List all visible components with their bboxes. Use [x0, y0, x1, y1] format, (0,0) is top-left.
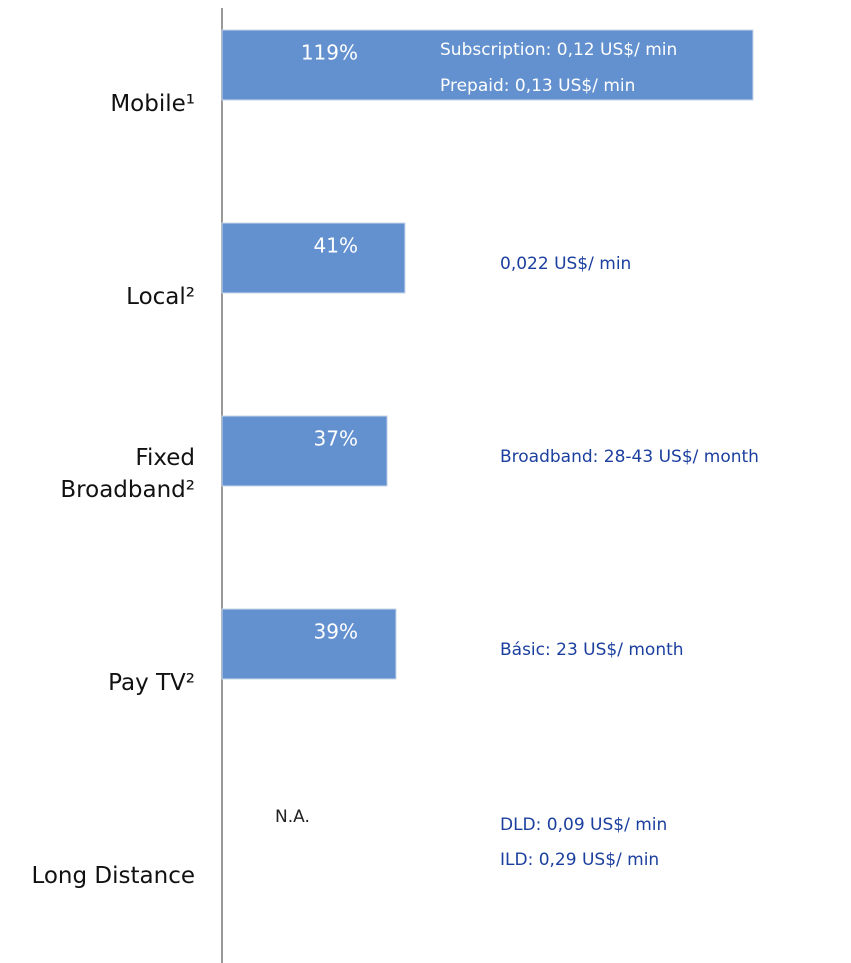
category-label: Mobile¹	[110, 91, 195, 117]
annotation: Prepaid: 0,13 US$/ min	[440, 76, 635, 96]
annotation: DLD: 0,09 US$/ min	[500, 815, 667, 835]
bar	[221, 222, 406, 294]
value-label: 41%	[314, 234, 358, 258]
category-label: Fixed Broadband²	[60, 445, 195, 503]
bar	[221, 29, 754, 101]
annotation: ILD: 0,29 US$/ min	[500, 850, 659, 870]
annotation: Subscription: 0,12 US$/ min	[440, 40, 677, 60]
annotation: 0,022 US$/ min	[500, 254, 631, 274]
value-label: 37%	[314, 427, 358, 451]
value-label: 119%	[301, 41, 358, 65]
category-label: Local²	[126, 284, 195, 310]
category-label: Pay TV²	[108, 670, 195, 696]
bar	[221, 415, 388, 487]
category-label: Long Distance	[31, 863, 195, 889]
bar	[221, 608, 397, 680]
annotation: Básic: 23 US$/ month	[500, 640, 684, 660]
annotation: Broadband: 28-43 US$/ month	[500, 447, 759, 467]
value-label: 39%	[314, 620, 358, 644]
value-label: N.A.	[275, 807, 310, 827]
